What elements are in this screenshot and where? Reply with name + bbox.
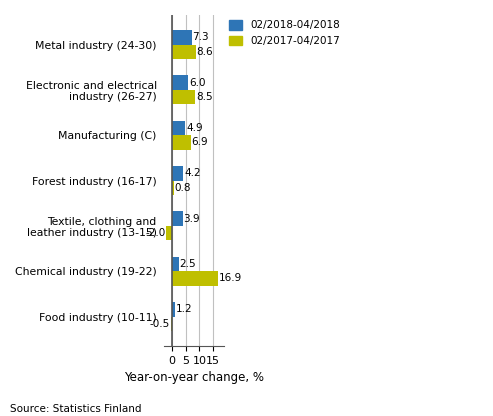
Text: 6.9: 6.9 <box>191 137 208 147</box>
Bar <box>172 257 179 271</box>
Bar <box>172 90 195 104</box>
Bar <box>172 302 175 317</box>
Text: Source: Statistics Finland: Source: Statistics Finland <box>10 404 141 414</box>
Text: 4.9: 4.9 <box>186 123 203 133</box>
Bar <box>172 45 196 59</box>
Bar <box>172 211 183 226</box>
Bar <box>167 226 172 240</box>
Bar <box>172 121 185 135</box>
Legend: 02/2018-04/2018, 02/2017-04/2017: 02/2018-04/2018, 02/2017-04/2017 <box>229 20 340 46</box>
Bar <box>172 181 174 195</box>
Bar <box>172 271 218 286</box>
Bar <box>172 30 192 45</box>
Bar <box>172 75 188 90</box>
Text: 2.5: 2.5 <box>179 259 196 269</box>
Text: 16.9: 16.9 <box>219 273 242 283</box>
Text: 7.3: 7.3 <box>193 32 209 42</box>
X-axis label: Year-on-year change, %: Year-on-year change, % <box>124 371 264 384</box>
Bar <box>171 317 172 331</box>
Bar <box>172 135 191 150</box>
Text: 3.9: 3.9 <box>183 214 200 224</box>
Text: -2.0: -2.0 <box>145 228 166 238</box>
Text: 6.0: 6.0 <box>189 78 206 88</box>
Bar <box>172 166 183 181</box>
Text: -0.5: -0.5 <box>150 319 170 329</box>
Text: 8.5: 8.5 <box>196 92 212 102</box>
Text: 0.8: 0.8 <box>175 183 191 193</box>
Text: 8.6: 8.6 <box>196 47 213 57</box>
Text: 1.2: 1.2 <box>176 304 192 314</box>
Text: 4.2: 4.2 <box>184 168 201 178</box>
